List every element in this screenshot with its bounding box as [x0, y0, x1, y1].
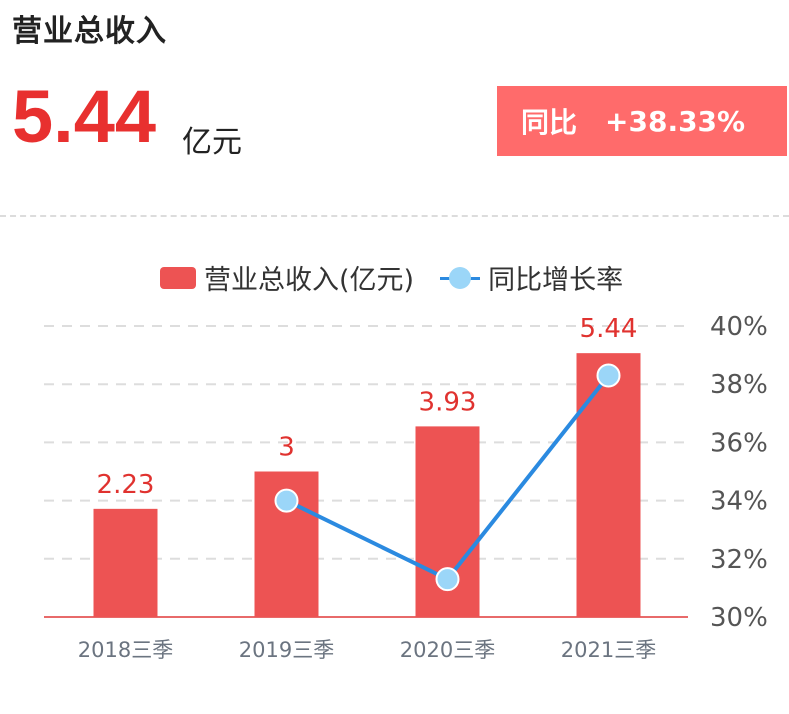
y-tick-label: 32% [710, 545, 768, 575]
y-tick-label: 36% [710, 428, 768, 458]
x-tick-label: 2021三季 [561, 638, 656, 662]
y-tick-label: 40% [710, 312, 768, 342]
bar-value-label: 5.44 [580, 314, 638, 344]
growth-point [435, 567, 460, 592]
growth-point [596, 363, 621, 388]
bar-value-label: 2.23 [97, 470, 155, 500]
x-tick-label: 2019三季 [239, 638, 334, 662]
legend-item-growth[interactable]: 同比增长率 [414, 258, 623, 297]
y-tick-label: 38% [710, 370, 768, 400]
legend-line-swatch [440, 266, 481, 290]
x-tick-label: 2020三季 [400, 638, 495, 662]
bar [576, 353, 641, 617]
section-divider [0, 215, 789, 217]
yoy-badge: 同比 +38.33% [497, 86, 787, 156]
legend-bar-swatch [160, 266, 196, 289]
y-tick-label: 30% [710, 603, 768, 633]
legend-item-revenue[interactable]: 营业总收入(亿元) [160, 258, 414, 297]
bar-value-label: 3 [278, 433, 295, 463]
growth-point [274, 488, 299, 513]
bar [93, 508, 158, 617]
yoy-value: +38.33% [605, 104, 746, 138]
y-tick-label: 34% [710, 487, 768, 517]
revenue-unit: 亿元 [182, 125, 242, 160]
chart-legend: 营业总收入(亿元) 同比增长率 [160, 258, 623, 297]
yoy-label: 同比 [521, 106, 578, 139]
legend-label-revenue: 营业总收入(亿元) [204, 265, 415, 296]
legend-label-growth: 同比增长率 [488, 265, 624, 296]
bar-value-label: 3.93 [419, 387, 477, 417]
revenue-value: 5.44 [12, 75, 157, 158]
page-title: 营业总收入 [12, 14, 167, 49]
x-tick-label: 2018三季 [78, 638, 173, 662]
